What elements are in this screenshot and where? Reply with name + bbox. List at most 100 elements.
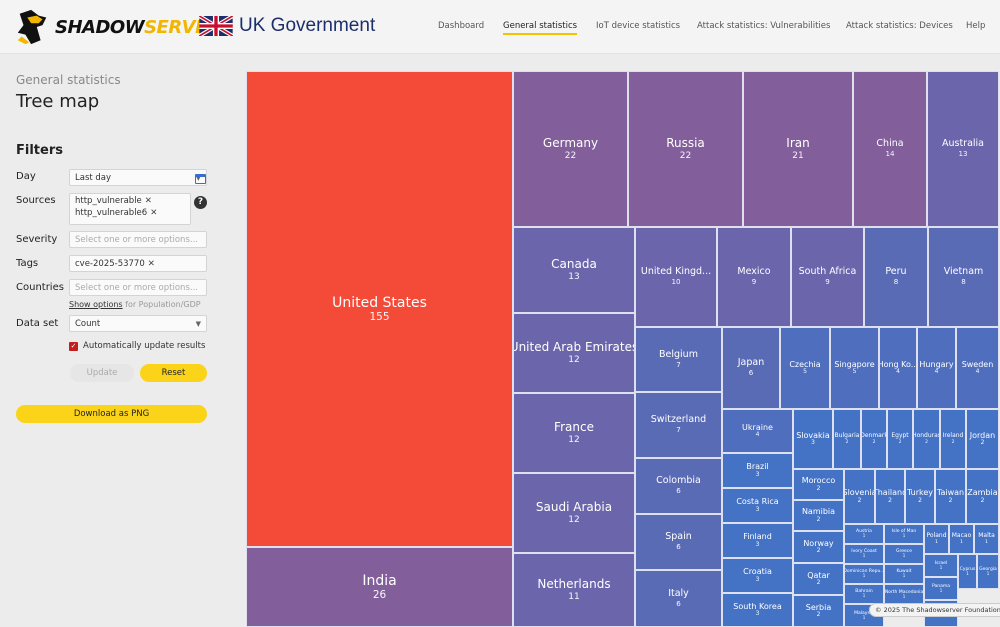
treemap-cell[interactable]: Serbia 2 [793,595,844,627]
treemap-cell[interactable]: Russia 22 [628,71,743,227]
treemap-cell[interactable]: Costa Rica 3 [722,488,793,523]
nav-help[interactable]: Help [966,21,986,31]
treemap-cell-value: 1 [862,573,866,579]
union-jack-icon [199,16,233,36]
treemap-cell[interactable]: Austria 1 [844,524,884,544]
treemap-cell[interactable]: Mexico 9 [717,227,791,327]
calendar-icon[interactable] [195,174,206,184]
treemap-cell-label: Austria [856,529,872,535]
logo-wordmark: SHADOWSERVER [55,17,221,38]
treemap-cell[interactable]: Finland 3 [722,523,793,558]
nav-attack-vulnerabilities[interactable]: Attack statistics: Vulnerabilities [697,21,831,31]
treemap-cell-value: 3 [811,439,815,447]
sources-label: Sources [16,195,56,206]
treemap-cell-value: 2 [980,439,985,447]
treemap-cell[interactable]: Israel 1 [924,554,958,577]
treemap-cell[interactable]: Kuwait 1 [884,564,924,584]
treemap-cell[interactable]: Thailand2 [875,469,905,524]
treemap-cell[interactable]: Georgia 1 [977,554,999,589]
treemap-cell[interactable]: United Arab Emirates 12 [513,313,635,393]
treemap-cell[interactable]: Canada 13 [513,227,635,313]
treemap-cell[interactable]: United States 155 [246,71,513,547]
treemap-cell[interactable]: Jordan 2 [966,409,999,469]
nav-dashboard[interactable]: Dashboard [438,21,485,31]
chevron-down-icon: ▼ [195,320,201,328]
treemap-cell[interactable]: Iran 21 [743,71,853,227]
treemap-cell[interactable]: Germany 22 [513,71,628,227]
shadowserver-logo[interactable]: SHADOWSERVER [14,8,221,46]
treemap-cell[interactable]: Czechia 5 [780,327,830,409]
treemap-cell[interactable]: South Africa 9 [791,227,864,327]
dataset-select[interactable]: Count ▼ [69,315,207,332]
treemap-cell[interactable]: United Kingd... 10 [635,227,717,327]
nav-attack-devices[interactable]: Attack statistics: Devices [846,21,953,31]
treemap-cell[interactable]: Isle of Man 1 [884,524,924,544]
treemap-cell[interactable]: India 26 [246,547,513,627]
treemap-cell[interactable]: Ukraine 4 [722,409,793,453]
severity-multiselect[interactable]: Select one or more options... [69,231,207,248]
treemap-cell[interactable]: Norway 2 [793,531,844,563]
treemap-cell-label: Hungary [919,359,954,369]
countries-multiselect[interactable]: Select one or more options... [69,279,207,296]
uk-government-logo[interactable]: UK Government [199,15,375,37]
treemap-cell[interactable]: South Korea 3 [722,593,793,627]
treemap-cell[interactable]: Colombia 6 [635,458,722,514]
treemap-cell[interactable]: Dominican Repu... 1 [844,564,884,584]
treemap-cell[interactable]: Denmark 2 [861,409,887,469]
treemap-cell[interactable]: France 12 [513,393,635,473]
treemap-cell[interactable]: Peru 8 [864,227,928,327]
treemap-cell[interactable]: Croatia 3 [722,558,793,593]
treemap-cell[interactable]: Spain 6 [635,514,722,570]
update-button[interactable]: Update [70,364,134,382]
treemap-cell[interactable]: Egypt 2 [887,409,913,469]
treemap-cell-value: 4 [975,368,980,376]
treemap-cell[interactable]: Saudi Arabia 12 [513,473,635,553]
download-png-button[interactable]: Download as PNG [16,405,207,423]
treemap-cell[interactable]: Honduras 2 [913,409,940,469]
treemap-cell[interactable]: Turkey 2 [905,469,935,524]
treemap-cell[interactable]: Japan 6 [722,327,780,409]
treemap-cell[interactable]: Bahrain 1 [844,584,884,604]
treemap-cell[interactable]: Macao 1 [949,524,974,554]
remove-tag-icon[interactable]: ✕ [150,208,158,218]
treemap-cell[interactable]: Vietnam 8 [928,227,999,327]
breadcrumb[interactable]: General statistics [16,73,121,87]
treemap-cell[interactable]: Netherlands 11 [513,553,635,627]
treemap-cell[interactable]: Panama 1 [924,577,958,600]
day-select[interactable]: Last day ▼ [69,169,207,186]
treemap-cell[interactable]: Cyprus 1 [958,554,977,589]
treemap-cell[interactable]: Zambia 2 [966,469,999,524]
treemap-cell[interactable]: Poland 1 [924,524,949,554]
remove-tag-icon[interactable]: ✕ [147,259,155,269]
treemap-cell[interactable]: Slovakia 3 [793,409,833,469]
treemap-cell[interactable]: Singapore 5 [830,327,879,409]
show-options-link[interactable]: Show options [69,300,123,309]
treemap-cell[interactable]: Qatar 2 [793,563,844,595]
remove-tag-icon[interactable]: ✕ [144,196,152,206]
treemap-cell[interactable]: Hong Ko... 4 [879,327,917,409]
treemap-cell[interactable]: Namibia 2 [793,500,844,531]
nav-general-statistics[interactable]: General statistics [503,21,578,35]
treemap-cell[interactable]: Taiwan 2 [935,469,966,524]
treemap-cell[interactable]: Brazil 3 [722,453,793,488]
treemap-cell[interactable]: Belgium 7 [635,327,722,392]
treemap-cell[interactable]: Ireland 2 [940,409,966,469]
treemap-cell[interactable]: Slovenia 2 [844,469,875,524]
nav-iot-device-statistics[interactable]: IoT device statistics [596,21,681,31]
treemap-cell[interactable]: Morocco 2 [793,469,844,500]
tags-multiselect[interactable]: cve-2025-53770 ✕ [69,255,207,272]
treemap-cell[interactable]: Greece 1 [884,544,924,564]
treemap-cell[interactable]: Sweden 4 [956,327,999,409]
treemap-cell[interactable]: China 14 [853,71,927,227]
treemap-cell[interactable]: Italy 6 [635,570,722,627]
treemap-cell[interactable]: Ivory Coast 1 [844,544,884,564]
treemap-cell[interactable]: Switzerland 7 [635,392,722,458]
treemap-cell[interactable]: Australia 13 [927,71,999,227]
treemap-cell[interactable]: Malta 1 [974,524,999,554]
treemap-cell[interactable]: Hungary 4 [917,327,956,409]
help-icon[interactable]: ? [194,196,207,209]
treemap-cell[interactable]: Bulgaria 2 [833,409,861,469]
reset-button[interactable]: Reset [140,364,207,382]
auto-update-checkbox[interactable]: ✓ [69,342,78,351]
sources-multiselect[interactable]: http_vulnerable ✕ http_vulnerable6 ✕ [69,193,191,225]
